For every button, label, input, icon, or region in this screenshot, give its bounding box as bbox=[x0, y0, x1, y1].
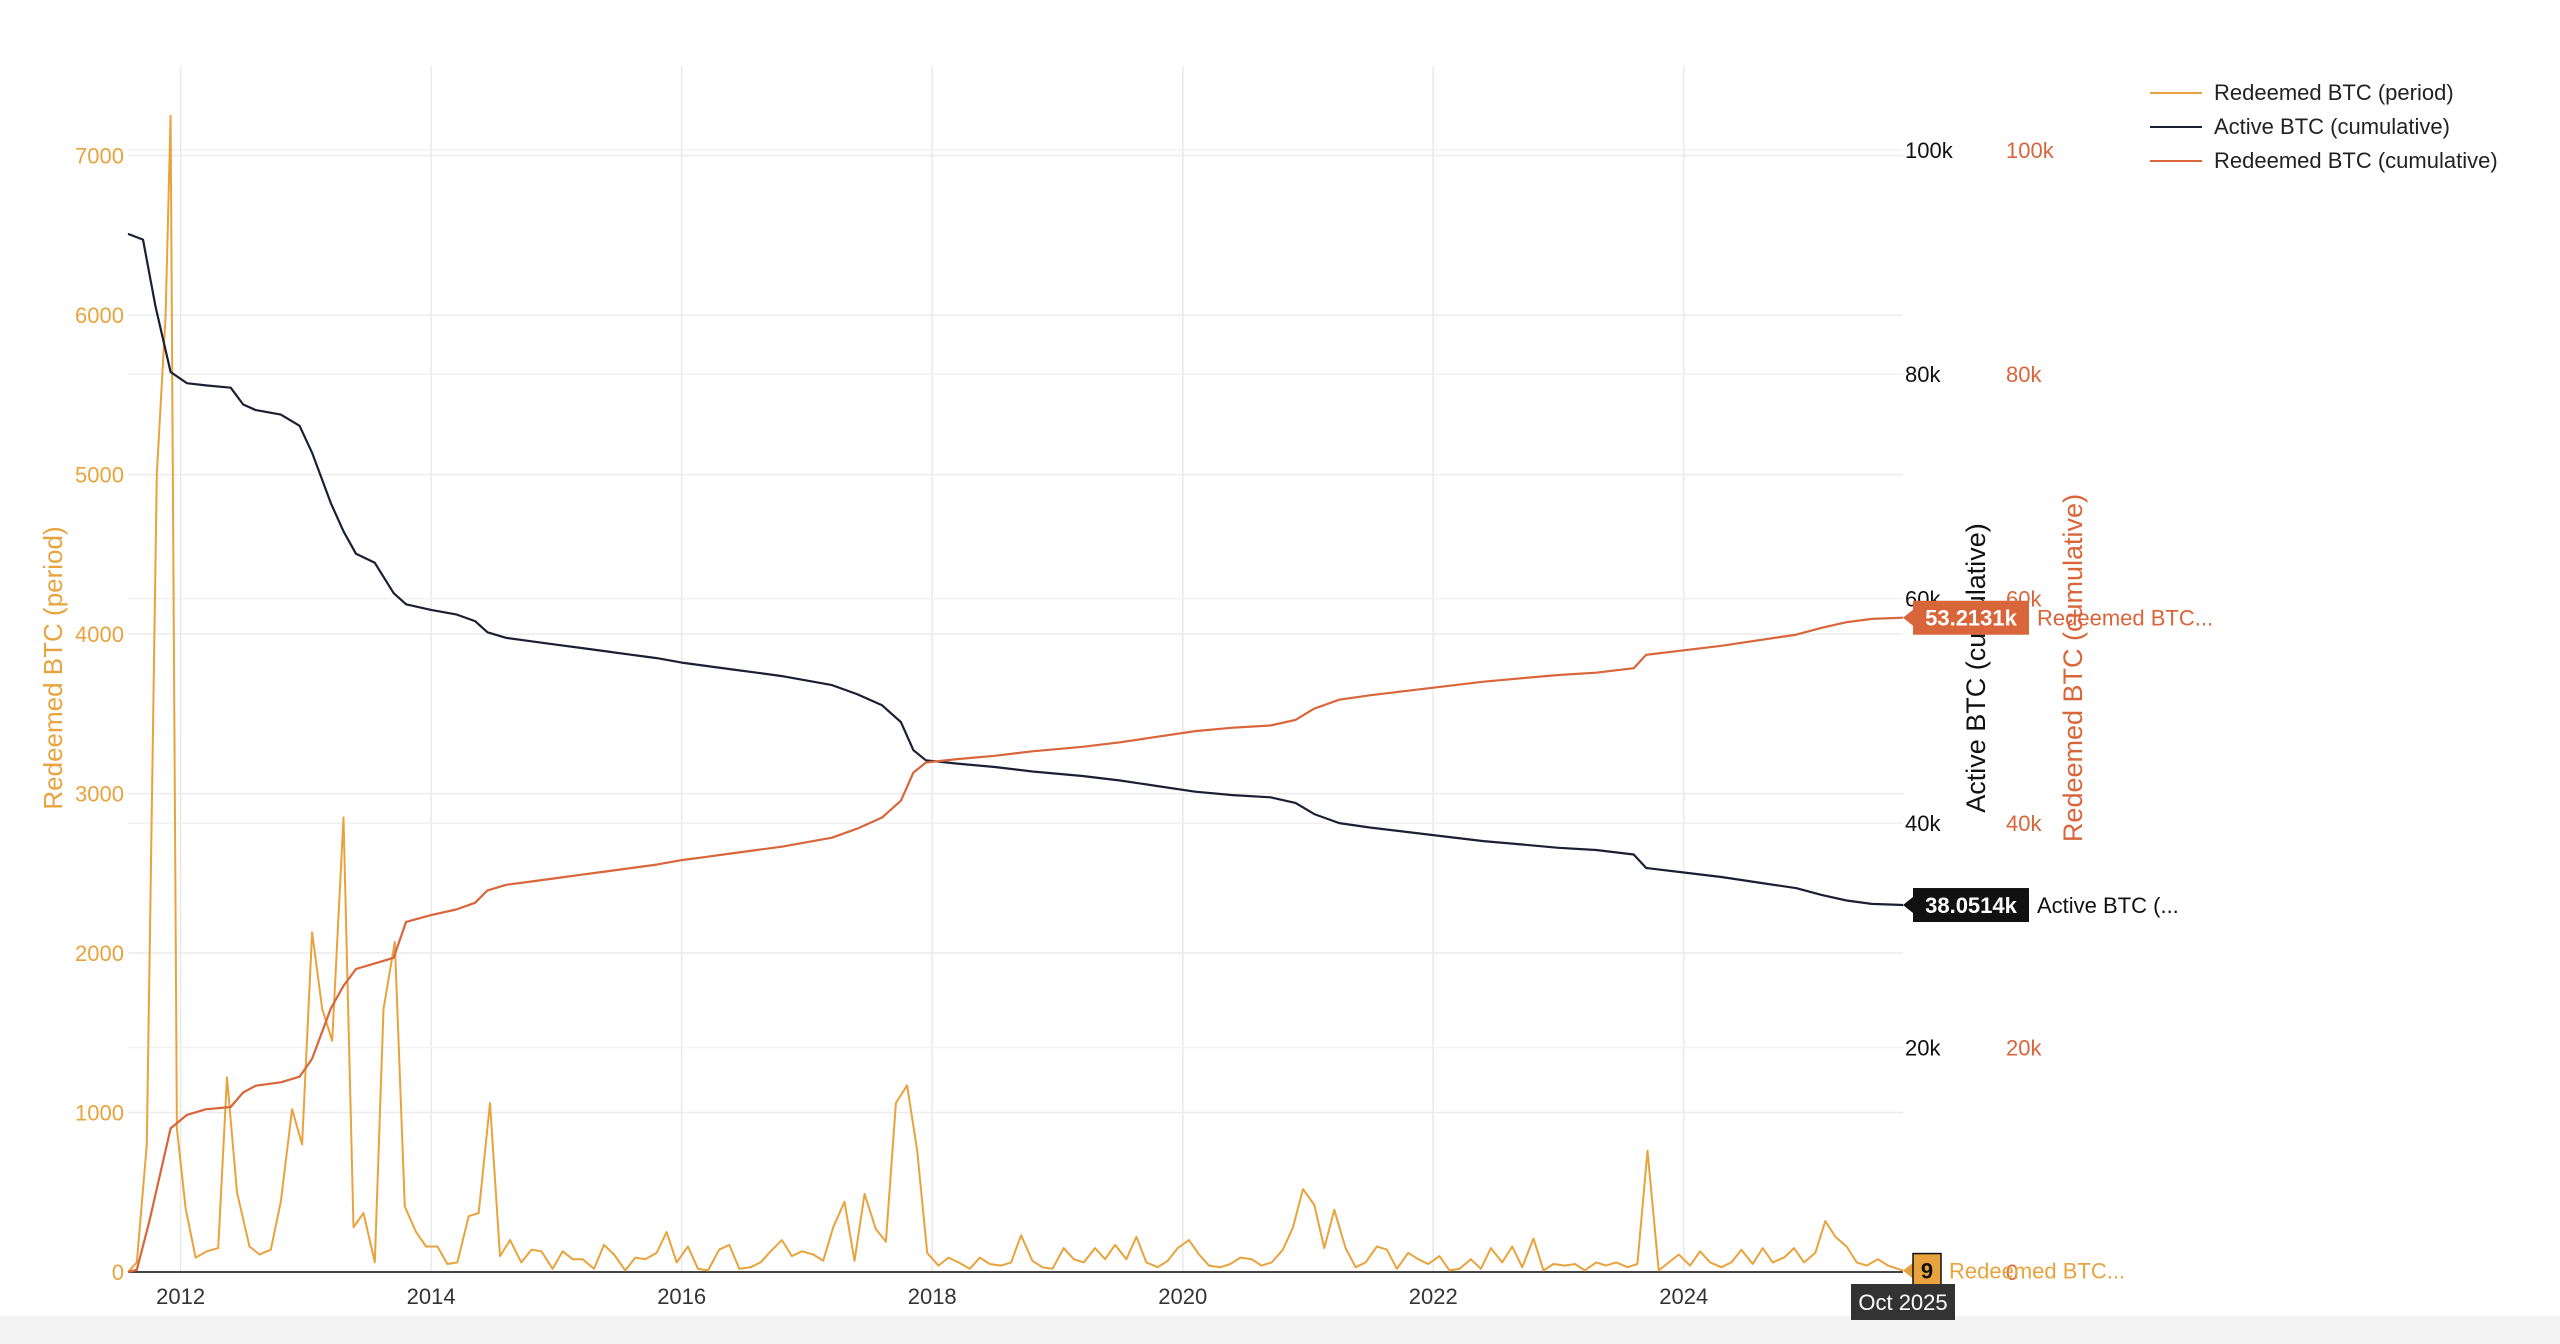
series-layer bbox=[127, 114, 1904, 1274]
hover-x-box bbox=[1851, 1284, 1955, 1320]
x-tick-label: 2014 bbox=[407, 1284, 456, 1309]
y-left-axis-title: Redeemed BTC (period) bbox=[38, 526, 68, 809]
y-left-tick-label: 5000 bbox=[75, 463, 124, 488]
y-right-active-tick-label: 40k bbox=[1905, 811, 1941, 836]
y-right-redeemed-tick-label: 40k bbox=[2006, 811, 2042, 836]
y-left-tick-label: 1000 bbox=[75, 1101, 124, 1126]
legend-item-redeemed-cumulative[interactable]: Redeemed BTC (cumulative) bbox=[2150, 144, 2498, 178]
legend-item-redeemed-period[interactable]: Redeemed BTC (period) bbox=[2150, 76, 2498, 110]
y-right-active-tick-label: 20k bbox=[1905, 1036, 1941, 1061]
hover-value-box bbox=[1913, 888, 2029, 923]
y-left-tick-label: 7000 bbox=[75, 144, 124, 169]
gridlines bbox=[128, 66, 1903, 1273]
hover-value: 9 bbox=[1921, 1259, 1933, 1284]
series-redeemed-period-line bbox=[127, 114, 1904, 1273]
x-tick-label: 2024 bbox=[1659, 1284, 1708, 1309]
y-right-active-tick-label: 80k bbox=[1905, 362, 1941, 387]
y-left-tick-label: 2000 bbox=[75, 941, 124, 966]
legend-item-active-cumulative[interactable]: Active BTC (cumulative) bbox=[2150, 110, 2498, 144]
hover-series-name: Redeemed BTC... bbox=[2037, 606, 2213, 631]
hover-pointer bbox=[1903, 1262, 1913, 1279]
hover-value: 38.0514k bbox=[1925, 893, 2018, 918]
y-right-redeemed-tick-label: 0 bbox=[2006, 1260, 2018, 1285]
bottom-strip bbox=[0, 1316, 2560, 1344]
legend-swatch bbox=[2150, 126, 2202, 128]
y-right-redeemed-tick-label: 20k bbox=[2006, 1036, 2042, 1061]
series-active-cumulative-line bbox=[127, 232, 1904, 907]
legend-label: Redeemed BTC (cumulative) bbox=[2214, 148, 2498, 173]
x-tick-label: 2016 bbox=[657, 1284, 706, 1309]
x-tick-label: 2020 bbox=[1158, 1284, 1207, 1309]
x-tick-label: 2018 bbox=[908, 1284, 957, 1309]
x-tick-label: 2022 bbox=[1409, 1284, 1458, 1309]
hover-labels: 9 Redeemed BTC... 38.0514k Active BTC (... 5… bbox=[1851, 600, 2213, 1320]
hover-value: 53.2131k bbox=[1925, 606, 2018, 631]
hover-series-name: Active BTC (... bbox=[2037, 893, 2179, 918]
x-tick-label: 2012 bbox=[156, 1284, 205, 1309]
hover-x-label: Oct 2025 bbox=[1858, 1290, 1947, 1315]
legend-swatch bbox=[2150, 160, 2202, 162]
y-left-tick-label: 3000 bbox=[75, 782, 124, 807]
hover-value-box bbox=[1912, 1252, 1942, 1289]
axis-ticks: 2012 2014 2016 2018 2020 2022 2024 0 1000 2000 300… bbox=[75, 138, 2055, 1309]
hover-pointer bbox=[1903, 609, 1913, 626]
y-right-redeemed-axis-title: Redeemed BTC (cumulative) bbox=[2058, 494, 2088, 842]
legend-label: Active BTC (cumulative) bbox=[2214, 114, 2450, 139]
y-right-active-tick-label: 100k bbox=[1905, 138, 1954, 163]
y-right-active-axis-title: Active BTC (cumulative) bbox=[1961, 523, 1991, 813]
legend-swatch bbox=[2150, 92, 2202, 94]
legend: Redeemed BTC (period) Active BTC (cumula… bbox=[2150, 76, 2498, 178]
y-left-tick-label: 4000 bbox=[75, 622, 124, 647]
hover-pointer bbox=[1903, 897, 1913, 914]
y-right-redeemed-tick-label: 80k bbox=[2006, 362, 2042, 387]
y-right-redeemed-tick-label: 100k bbox=[2006, 138, 2055, 163]
y-left-tick-label: 6000 bbox=[75, 303, 124, 328]
hover-series-name: Redeemed BTC... bbox=[1949, 1259, 2125, 1284]
hover-value-box bbox=[1913, 600, 2029, 635]
y-left-tick-label: 0 bbox=[112, 1260, 124, 1285]
legend-label: Redeemed BTC (period) bbox=[2214, 80, 2454, 105]
series-redeemed-cumulative-line bbox=[127, 616, 1904, 1274]
axis-titles: Redeemed BTC (period) Active BTC (cumulat… bbox=[38, 494, 2088, 842]
